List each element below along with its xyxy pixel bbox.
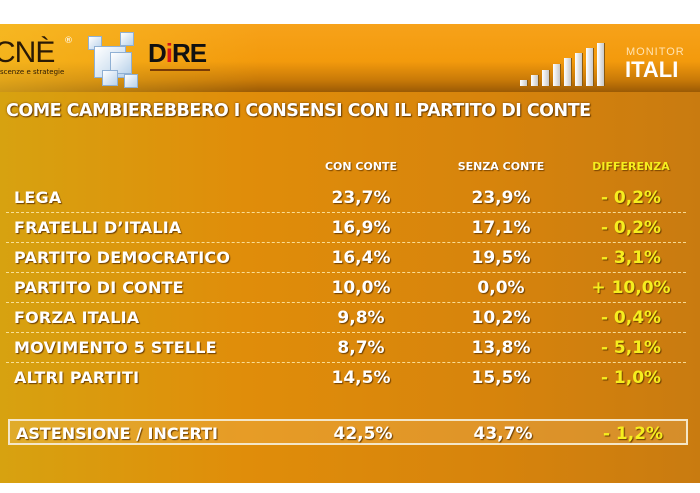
value-senza-conte: 17,1%: [471, 218, 531, 238]
cne-logo: CNÈ ® scenze e strategie: [0, 32, 80, 78]
column-header-senza-conte: SENZA CONTE: [457, 160, 545, 173]
value-senza-conte: 10,2%: [471, 308, 531, 328]
value-senza-conte: 15,5%: [471, 368, 531, 388]
party-name: LEGA: [14, 188, 62, 207]
value-con-conte: 16,4%: [331, 248, 391, 268]
table-row: PARTITO DI CONTE 10,0% 0,0% + 10,0%: [6, 272, 686, 303]
party-name: FORZA ITALIA: [14, 308, 140, 327]
value-senza-conte: 0,0%: [477, 278, 525, 298]
monitor-label: MONITOR: [626, 46, 685, 58]
column-header-con-conte: CON CONTE: [324, 160, 398, 173]
value-con-conte: 14,5%: [331, 368, 391, 388]
party-name: PARTITO DI CONTE: [14, 278, 184, 297]
cubes-logo-icon: [84, 32, 146, 90]
table-row: MOVIMENTO 5 STELLE 8,7% 13,8% - 5,1%: [6, 332, 686, 363]
party-name: MOVIMENTO 5 STELLE: [14, 338, 217, 357]
value-differenza: - 0,2%: [600, 218, 662, 238]
value-differenza: + 10,0%: [591, 278, 671, 298]
value-differenza: - 3,1%: [600, 248, 662, 268]
value-con-conte: 23,7%: [331, 188, 391, 208]
bar-chart-logo-icon: [520, 40, 620, 86]
party-name: PARTITO DEMOCRATICO: [14, 248, 231, 267]
value-differenza: - 0,2%: [600, 188, 662, 208]
table-row: FRATELLI D’ITALIA 16,9% 17,1% - 0,2%: [6, 212, 686, 243]
column-header-differenza: DIFFERENZA: [592, 160, 670, 173]
total-row-astensione: ASTENSIONE / INCERTI 42,5% 43,7% - 1,2%: [8, 419, 688, 445]
value-differenza: - 1,2%: [602, 424, 664, 444]
value-con-conte: 16,9%: [331, 218, 391, 238]
party-name: ALTRI PARTITI: [14, 368, 140, 387]
value-differenza: - 0,4%: [600, 308, 662, 328]
value-con-conte: 9,8%: [337, 308, 385, 328]
cne-logo-text: CNÈ: [0, 36, 55, 69]
table-row: FORZA ITALIA 9,8% 10,2% - 0,4%: [6, 302, 686, 333]
value-con-conte: 8,7%: [337, 338, 385, 358]
header-banner: CNÈ ® scenze e strategie DiRE MONITOR IT…: [0, 24, 700, 92]
italia-label: ITALI: [625, 57, 679, 82]
value-con-conte: 42,5%: [333, 424, 393, 444]
page-title: COME CAMBIEREBBERO I CONSENSI CON IL PAR…: [6, 101, 591, 121]
value-con-conte: 10,0%: [331, 278, 391, 298]
value-differenza: - 1,0%: [600, 368, 662, 388]
dire-logo-underline: [150, 69, 210, 71]
value-senza-conte: 23,9%: [471, 188, 531, 208]
cne-logo-subtitle: scenze e strategie: [0, 68, 65, 76]
party-name: ASTENSIONE / INCERTI: [16, 424, 219, 443]
dire-logo: DiRE: [148, 38, 207, 68]
value-differenza: - 5,1%: [600, 338, 662, 358]
registered-mark: ®: [64, 36, 73, 46]
value-senza-conte: 43,7%: [473, 424, 533, 444]
table-row: ALTRI PARTITI 14,5% 15,5% - 1,0%: [6, 362, 686, 392]
party-name: FRATELLI D’ITALIA: [14, 218, 182, 237]
value-senza-conte: 19,5%: [471, 248, 531, 268]
value-senza-conte: 13,8%: [471, 338, 531, 358]
table-row: LEGA 23,7% 23,9% - 0,2%: [6, 182, 686, 213]
results-panel: COME CAMBIEREBBERO I CONSENSI CON IL PAR…: [0, 92, 700, 483]
table-row: PARTITO DEMOCRATICO 16,4% 19,5% - 3,1%: [6, 242, 686, 273]
